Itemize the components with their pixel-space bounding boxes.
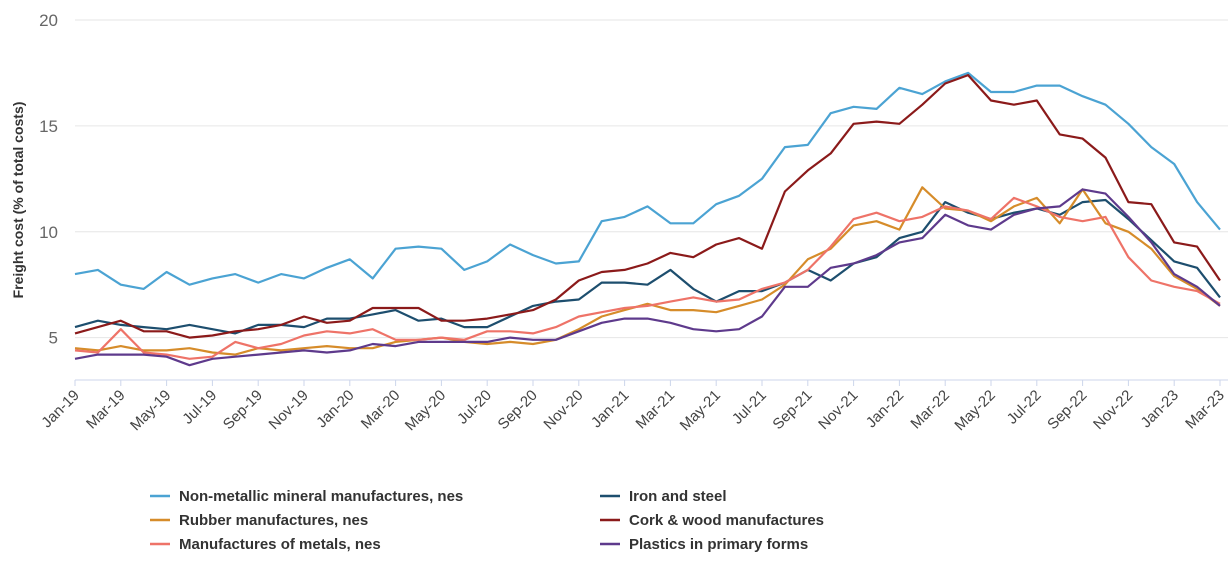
x-tick-label: Jul-21 bbox=[729, 387, 770, 428]
series-line bbox=[74, 74, 1221, 339]
series-line bbox=[74, 196, 1221, 360]
legend-label: Plastics in primary forms bbox=[629, 536, 808, 553]
x-tick-label: Nov-19 bbox=[266, 387, 312, 433]
x-tick-label: Jul-22 bbox=[1004, 387, 1045, 428]
legend-label: Non-metallic mineral manufactures, nes bbox=[179, 488, 463, 505]
x-tick-label: Jan-19 bbox=[38, 387, 82, 431]
x-tick-label: Jan-20 bbox=[313, 387, 357, 431]
series-line bbox=[74, 188, 1221, 367]
x-tick-label: Mar-23 bbox=[1182, 387, 1228, 433]
x-tick-label: May-22 bbox=[951, 387, 998, 434]
x-tick-label: May-21 bbox=[677, 387, 724, 434]
x-tick-label: Sep-19 bbox=[220, 387, 266, 433]
legend-label: Iron and steel bbox=[629, 488, 727, 505]
x-tick-label: May-20 bbox=[402, 387, 449, 434]
x-tick-label: Mar-21 bbox=[633, 387, 679, 433]
x-tick-label: Sep-20 bbox=[495, 387, 541, 433]
x-tick-label: Mar-19 bbox=[83, 387, 129, 433]
x-tick-label: Jul-19 bbox=[179, 387, 220, 428]
x-tick-label: Jan-21 bbox=[588, 387, 632, 431]
x-tick-label: Jul-20 bbox=[454, 387, 495, 428]
y-tick-label: 20 bbox=[39, 11, 58, 30]
x-tick-label: May-19 bbox=[127, 387, 174, 434]
x-tick-label: Nov-22 bbox=[1090, 387, 1136, 433]
x-tick-label: Mar-22 bbox=[907, 387, 953, 433]
legend-label: Rubber manufactures, nes bbox=[179, 512, 368, 529]
y-tick-label: 15 bbox=[39, 117, 58, 136]
y-tick-label: 5 bbox=[49, 329, 58, 348]
x-tick-label: Jan-22 bbox=[863, 387, 907, 431]
legend-label: Manufactures of metals, nes bbox=[179, 536, 381, 553]
legend-label: Cork & wood manufactures bbox=[629, 512, 824, 529]
x-tick-label: Sep-22 bbox=[1044, 387, 1090, 433]
x-tick-label: Mar-20 bbox=[358, 387, 404, 433]
x-tick-label: Sep-21 bbox=[769, 387, 815, 433]
series-line bbox=[74, 198, 1221, 335]
x-tick-label: Nov-20 bbox=[540, 387, 586, 433]
x-tick-label: Nov-21 bbox=[815, 387, 861, 433]
y-tick-label: 10 bbox=[39, 223, 58, 242]
y-axis-label: Freight cost (% of total costs) bbox=[10, 102, 26, 299]
x-tick-label: Jan-23 bbox=[1138, 387, 1182, 431]
series-line bbox=[74, 186, 1221, 356]
series-line bbox=[74, 71, 1221, 290]
